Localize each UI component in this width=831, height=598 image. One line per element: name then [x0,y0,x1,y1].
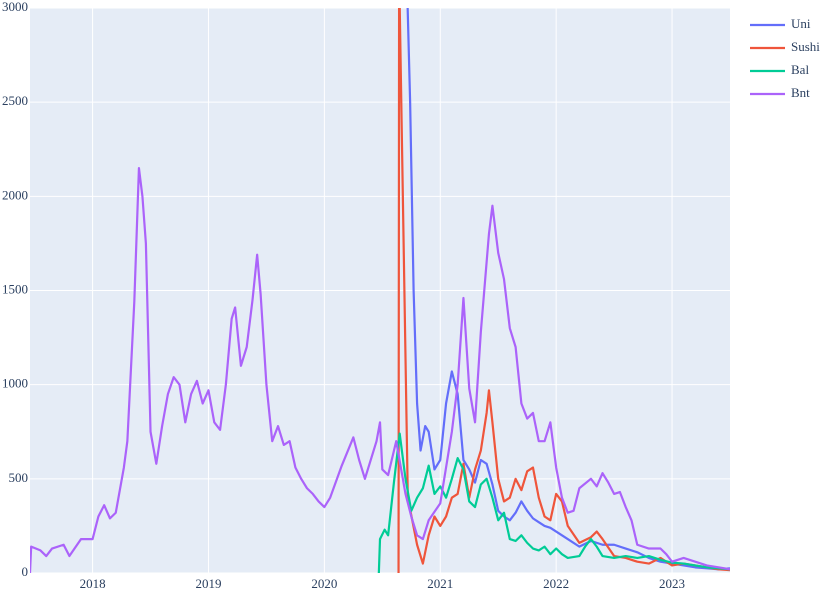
line-series [397,8,730,573]
y-tick-label: 500 [9,470,29,485]
x-tick-label: 2019 [195,576,221,591]
x-tick-label: 2021 [427,576,453,591]
legend-label: Sushi [791,39,820,54]
y-tick-label: 1500 [2,281,28,296]
x-tick-label: 2020 [311,576,337,591]
legend-label: Bnt [791,85,810,100]
lines [30,8,730,573]
x-tick-label: 2023 [659,576,685,591]
grid [30,7,730,574]
legend-label: Uni [791,16,811,31]
legend-label: Bal [791,62,809,77]
y-tick-label: 0 [22,564,29,579]
y-tick-label: 2000 [2,187,28,202]
line-series [30,166,730,573]
y-tick-label: 3000 [2,0,28,14]
line-series [377,432,730,573]
x-tick-label: 2018 [80,576,106,591]
y-tick-label: 1000 [2,376,28,391]
legend: Uni Sushi Bal Bnt [750,16,820,100]
labels: 0 500 1000 1500 2000 2500 3000 2018 2019 2020 2021… [2,0,685,591]
y-tick-label: 2500 [2,93,28,108]
x-tick-label: 2022 [543,576,569,591]
